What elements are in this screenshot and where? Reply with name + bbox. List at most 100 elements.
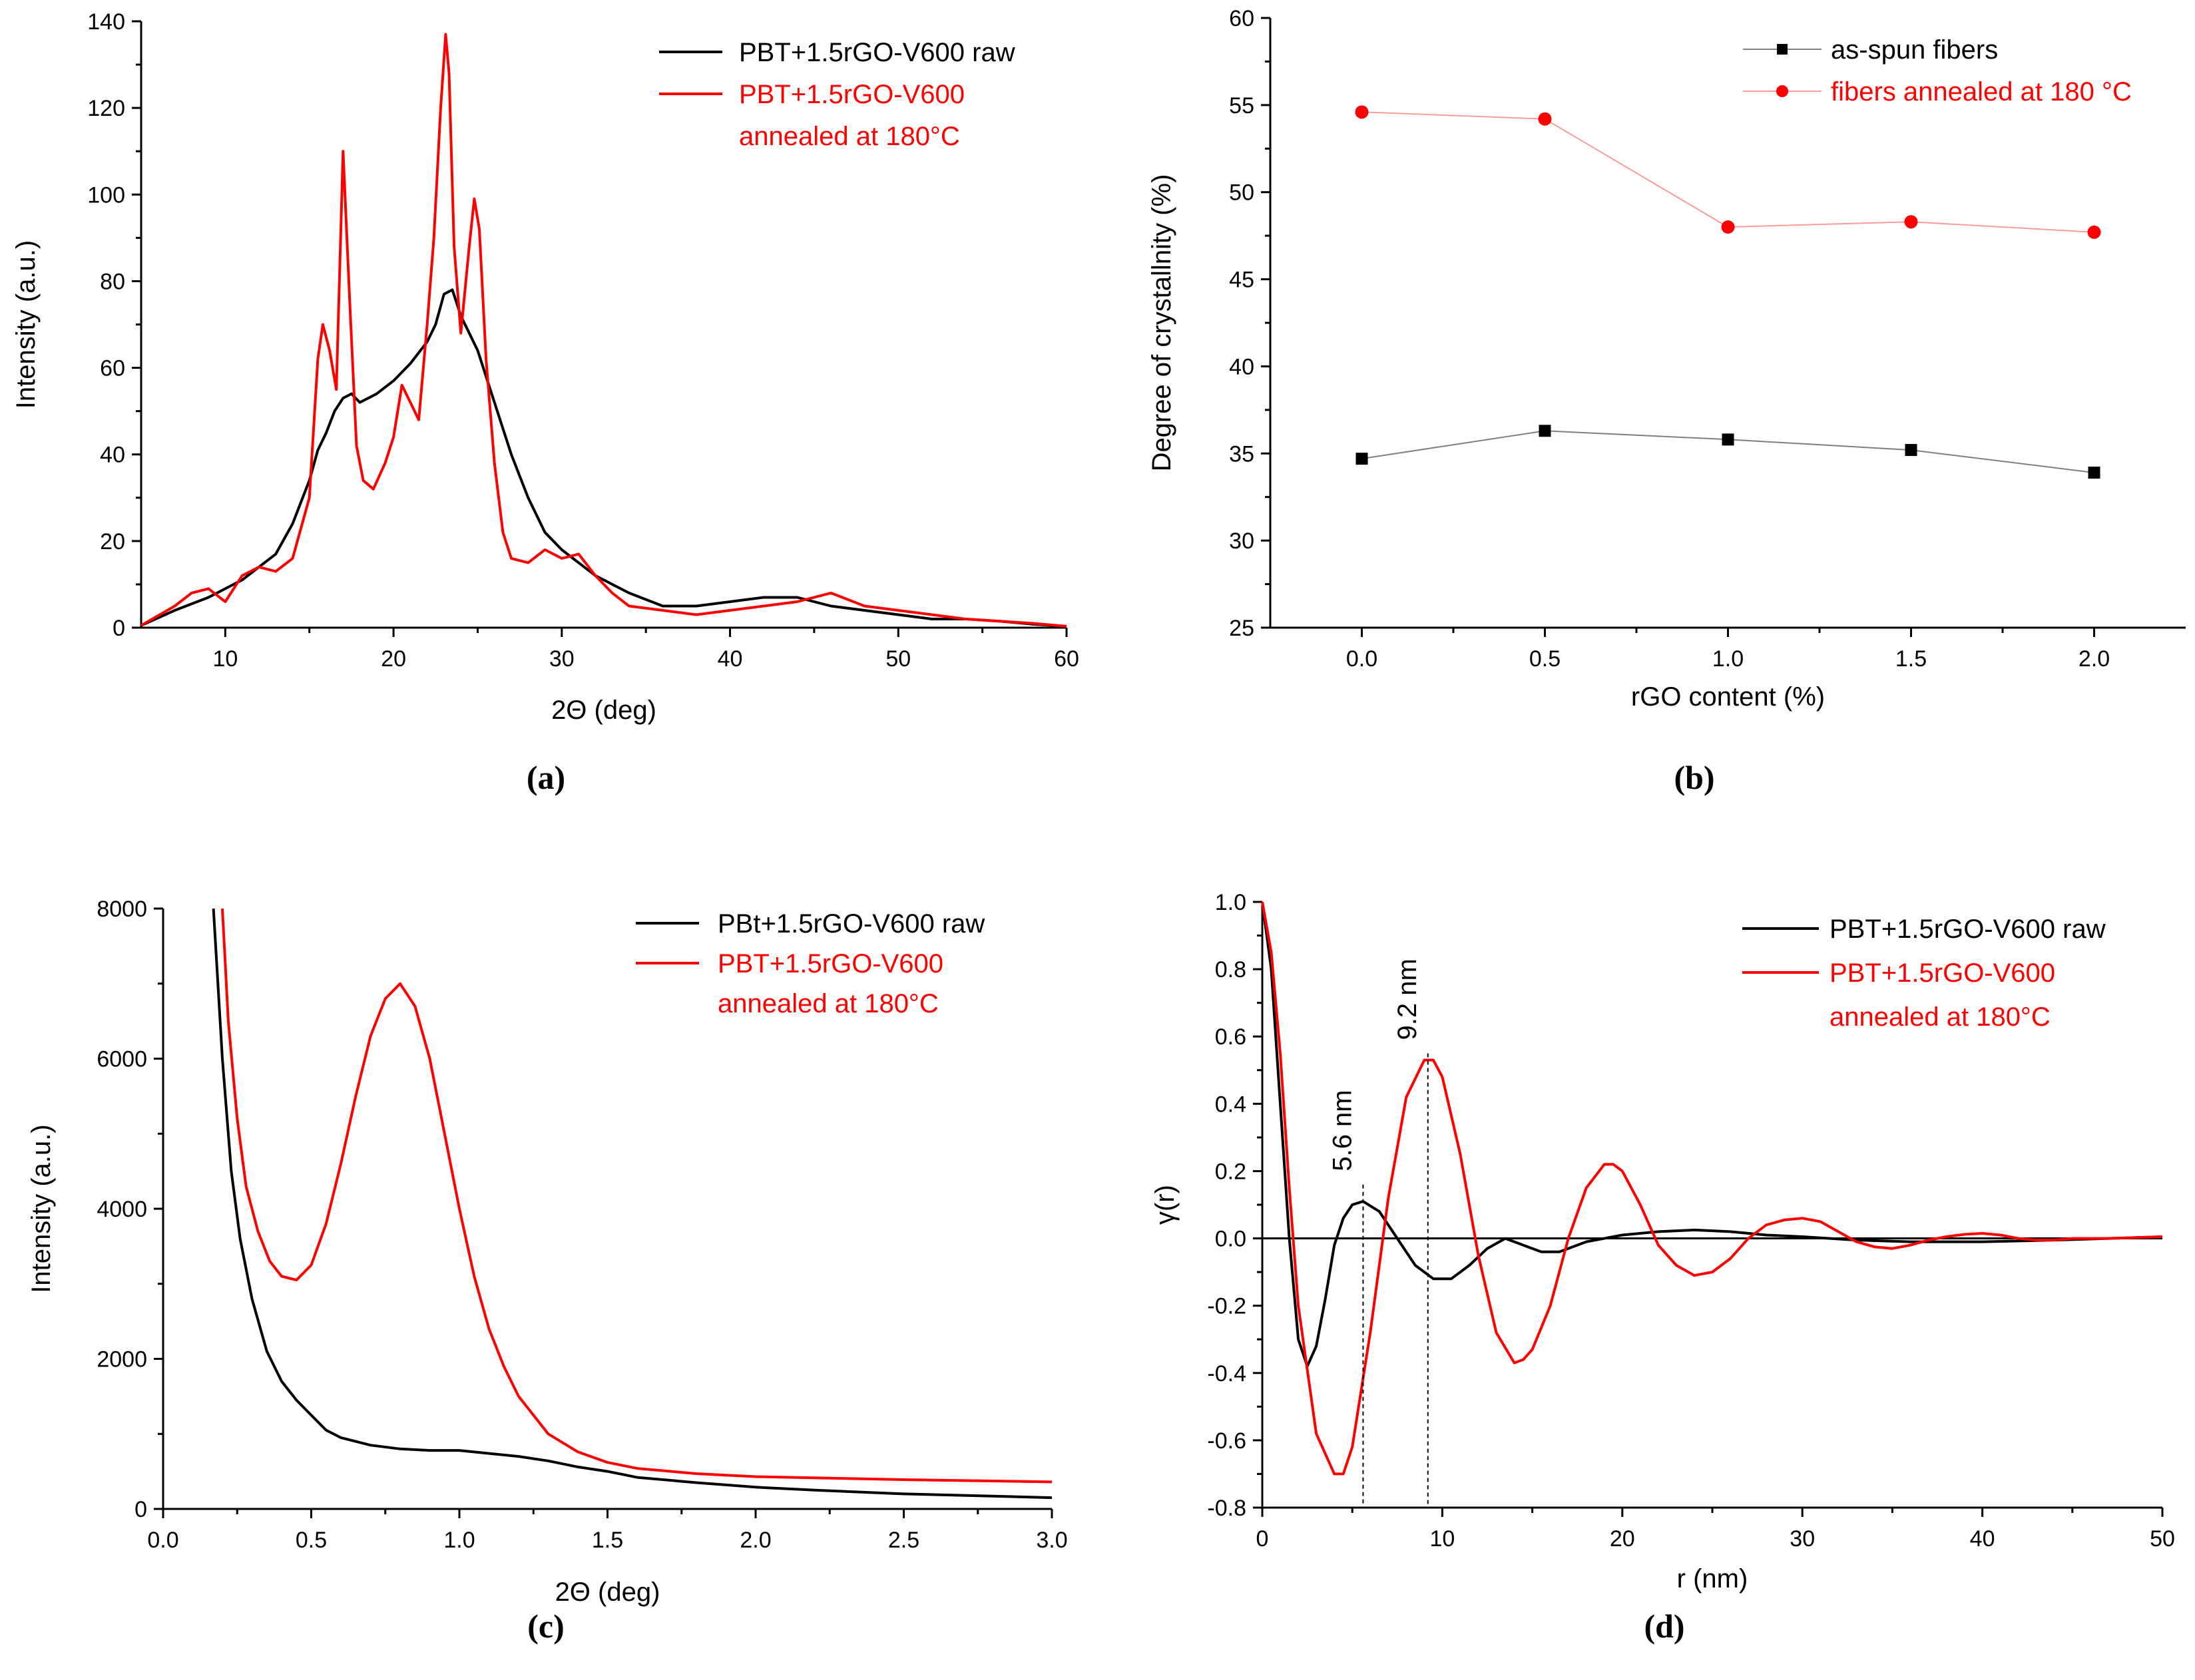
legend-label: as-spun fibers <box>1831 35 1998 65</box>
y-tick-label: 2000 <box>97 1347 147 1372</box>
legend-marker <box>1777 44 1788 55</box>
x-tick-label: 2.0 <box>2078 646 2110 672</box>
legend-line-1: PBT+1.5rGO-V600 <box>718 949 943 978</box>
x-tick-label: 0.5 <box>1529 646 1561 672</box>
series-0: PBT+1.5rGO-V600 raw <box>140 38 1067 628</box>
x-tick-label: 30 <box>549 646 575 672</box>
chart-d: 0 10 20 30 40 50 -0.8 -0.6 -0.4 -0.2 0.0 0.2 0.4 0.6 0… <box>1150 890 2175 1645</box>
data-point-circle <box>1904 215 1918 229</box>
y-axis-label: γ(r) <box>1150 1185 1180 1225</box>
annotation-label: 9.2 nm <box>1393 958 1422 1040</box>
data-point-square <box>1355 453 1368 465</box>
series-1: PBT+1.5rGO-V600 annealed at 180°C <box>221 908 1053 1484</box>
chart-a: 10 20 30 40 50 60 0 20 40 60 80 100 120 140 2Θ (deg) In… <box>11 9 1079 796</box>
panel-caption: (d) <box>1644 1607 1684 1645</box>
series-line <box>221 908 1053 1484</box>
chart-b: 0.0 0.5 1.0 1.5 2.0 25 30 35 40 45 50 55 60 rGO conte… <box>1147 6 2186 796</box>
y-tick-label: 40 <box>100 443 125 468</box>
x-axis-label: rGO content (%) <box>1631 682 1825 712</box>
x-tick-label: 50 <box>885 646 911 672</box>
legend-label: PBT+1.5rGO-V600 raw <box>1829 915 2106 944</box>
x-tick-label: 0.0 <box>1346 646 1377 672</box>
y-tick-label: 4000 <box>97 1197 147 1222</box>
y-tick-label: 20 <box>100 529 125 554</box>
x-tick-label: 0.5 <box>296 1528 327 1553</box>
x-axis-label: 2Θ (deg) <box>555 1577 660 1607</box>
x-tick-label: 10 <box>212 646 238 672</box>
y-tick-label: -0.6 <box>1207 1428 1246 1454</box>
y-tick-label: 35 <box>1229 441 1254 467</box>
y-tick-label: 8000 <box>97 897 147 922</box>
series-1: PBT+1.5rGO-V600 annealed at 180°C <box>140 33 1067 628</box>
legend-label: PBt+1.5rGO-V600 raw <box>718 909 985 939</box>
data-point-square <box>2088 467 2100 479</box>
y-tick-label: 45 <box>1229 268 1254 293</box>
x-tick-label: 0.0 <box>147 1528 178 1553</box>
legend-label: fibers annealed at 180 °C <box>1831 77 2132 106</box>
y-tick-label: 0.0 <box>1215 1227 1246 1252</box>
y-tick-label: 25 <box>1229 616 1254 641</box>
data-point-square <box>1905 444 1917 457</box>
y-axis-label: Degree of crystallnity (%) <box>1147 174 1176 472</box>
y-tick-label: 60 <box>1229 6 1254 31</box>
y-tick-label: 55 <box>1229 93 1254 118</box>
y-tick-label: -0.4 <box>1207 1361 1246 1386</box>
x-tick-label: 50 <box>2150 1526 2175 1552</box>
x-tick-label: 1.5 <box>592 1528 623 1553</box>
x-tick-label: 40 <box>718 646 743 672</box>
series-line <box>1361 111 2094 233</box>
legend-marker <box>1776 85 1788 97</box>
panel-caption: (c) <box>527 1607 565 1645</box>
series-line <box>140 288 1067 628</box>
y-axis-label: Intensity (a.u.) <box>27 1124 56 1293</box>
x-tick-label: 10 <box>1429 1526 1455 1552</box>
y-tick-label: 0 <box>113 616 125 641</box>
x-tick-label: 2.5 <box>888 1528 919 1553</box>
x-tick-label: 2.0 <box>740 1528 771 1553</box>
y-tick-label: 30 <box>1229 528 1254 554</box>
x-tick-label: 20 <box>381 646 406 672</box>
legend-line-1: PBT+1.5rGO-V600 <box>739 80 965 109</box>
x-axis-label: 2Θ (deg) <box>551 696 656 725</box>
x-tick-label: 1.0 <box>1712 646 1744 672</box>
y-tick-label: 80 <box>100 269 125 294</box>
y-tick-label: 0 <box>134 1497 147 1522</box>
data-point-circle <box>1355 105 1369 119</box>
series-line <box>1261 901 2163 1476</box>
x-tick-label: 1.5 <box>1895 646 1927 672</box>
x-tick-label: 30 <box>1790 1526 1815 1552</box>
y-axis-label: Intensity (a.u.) <box>11 240 41 409</box>
series-1: PBT+1.5rGO-V600 annealed at 180°C <box>1261 901 2163 1476</box>
x-tick-label: 1.0 <box>443 1528 475 1553</box>
series-0: PBT+1.5rGO-V600 raw <box>1261 901 2163 1368</box>
y-tick-label: 0.8 <box>1215 957 1246 982</box>
x-tick-label: 40 <box>1970 1526 1995 1552</box>
y-tick-label: 0.6 <box>1215 1024 1246 1050</box>
y-tick-label: 0.2 <box>1215 1159 1246 1184</box>
panel-caption: (b) <box>1674 759 1714 796</box>
data-point-square <box>1722 433 1734 446</box>
legend-label: PBT+1.5rGO-V600 annealed at 180°C <box>718 949 943 1018</box>
legend-line-2: annealed at 180°C <box>718 989 939 1018</box>
x-tick-label: 0 <box>1256 1526 1269 1552</box>
x-tick-label: 20 <box>1610 1526 1635 1552</box>
series-0: PBt+1.5rGO-V600 raw <box>212 908 1053 1500</box>
data-point-square <box>1539 425 1551 437</box>
y-tick-label: 6000 <box>97 1047 147 1072</box>
data-point-circle <box>2087 225 2101 239</box>
x-tick-label: 3.0 <box>1036 1528 1067 1553</box>
annotation-label: 5.6 nm <box>1328 1090 1357 1171</box>
series-line <box>212 908 1053 1500</box>
y-tick-label: -0.2 <box>1207 1294 1246 1319</box>
y-tick-label: 1.0 <box>1215 890 1246 915</box>
y-tick-label: 100 <box>87 182 125 208</box>
series-0: as-spun fibers <box>1355 35 2100 479</box>
legend-label: PBT+1.5rGO-V600 annealed at 180°C <box>1829 958 2055 1032</box>
y-tick-label: 140 <box>87 9 125 35</box>
legend-line-2: annealed at 180°C <box>739 122 960 151</box>
legend-line-1: PBT+1.5rGO-V600 <box>1829 958 2055 988</box>
data-point-circle <box>1721 220 1735 234</box>
data-point-circle <box>1538 112 1552 126</box>
series-line <box>140 33 1067 628</box>
